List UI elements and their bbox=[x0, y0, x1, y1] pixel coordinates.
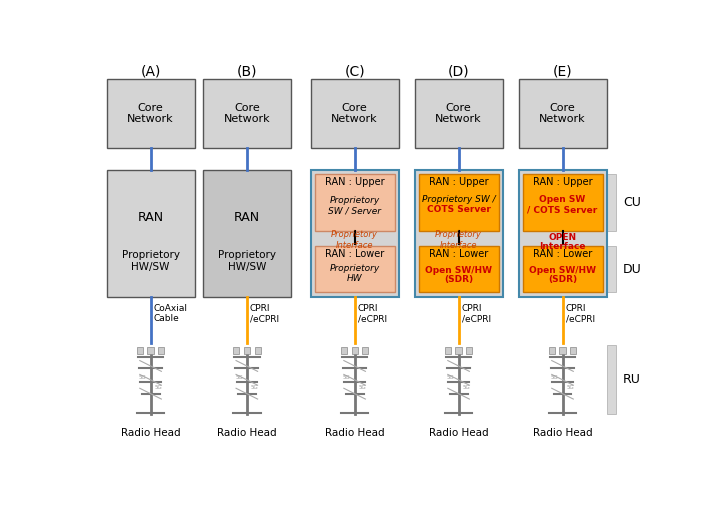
Bar bbox=[523, 174, 603, 231]
Bar bbox=[419, 246, 499, 292]
Text: CPRI
/eCPRI: CPRI /eCPRI bbox=[566, 304, 595, 323]
Text: 5G: 5G bbox=[235, 375, 243, 380]
Text: Radio Head: Radio Head bbox=[325, 428, 384, 438]
Bar bbox=[570, 347, 577, 354]
Text: Radio Head: Radio Head bbox=[121, 428, 181, 438]
Text: Radio Head: Radio Head bbox=[217, 428, 277, 438]
Bar bbox=[559, 347, 566, 354]
Bar bbox=[233, 347, 239, 354]
Bar bbox=[315, 246, 395, 292]
Text: Open SW/HW: Open SW/HW bbox=[529, 266, 596, 274]
Text: OPEN: OPEN bbox=[548, 233, 577, 242]
Text: 5G: 5G bbox=[139, 375, 147, 380]
Text: 5G: 5G bbox=[566, 385, 574, 390]
Text: RAN : Lower: RAN : Lower bbox=[429, 249, 488, 259]
Text: Radio Head: Radio Head bbox=[533, 428, 593, 438]
Text: 5G: 5G bbox=[250, 385, 258, 390]
Text: Proprietory
Interface: Proprietory Interface bbox=[435, 230, 482, 250]
Text: CPRI
/eCPRI: CPRI /eCPRI bbox=[357, 304, 387, 323]
Text: RAN: RAN bbox=[234, 211, 260, 225]
Text: / COTS Server: / COTS Server bbox=[527, 205, 598, 214]
Text: Core
Network: Core Network bbox=[539, 102, 586, 124]
Bar bbox=[255, 347, 261, 354]
Text: Core
Network: Core Network bbox=[435, 102, 482, 124]
Text: 5G: 5G bbox=[462, 385, 470, 390]
Bar bbox=[419, 174, 499, 231]
Bar bbox=[148, 347, 154, 354]
Bar bbox=[607, 174, 617, 231]
Bar bbox=[341, 347, 347, 354]
Text: RAN : Lower: RAN : Lower bbox=[533, 249, 592, 259]
Bar bbox=[415, 169, 503, 297]
Bar bbox=[549, 347, 555, 354]
Text: (D): (D) bbox=[448, 64, 470, 78]
Bar bbox=[107, 79, 195, 148]
Text: Proprietory SW /: Proprietory SW / bbox=[422, 195, 495, 204]
Text: (SDR): (SDR) bbox=[444, 274, 473, 284]
Text: 5G: 5G bbox=[154, 385, 162, 390]
Bar bbox=[363, 347, 368, 354]
Text: 5G: 5G bbox=[343, 375, 351, 380]
Bar bbox=[415, 79, 503, 148]
Text: RAN : Lower: RAN : Lower bbox=[325, 249, 384, 259]
Bar bbox=[315, 174, 395, 231]
Text: Proprietory
HW/SW: Proprietory HW/SW bbox=[122, 250, 180, 272]
Text: Proprietory
HW/SW: Proprietory HW/SW bbox=[218, 250, 276, 272]
Text: Interface: Interface bbox=[539, 242, 586, 250]
Bar bbox=[518, 79, 607, 148]
Text: CPRI
/eCPRI: CPRI /eCPRI bbox=[462, 304, 491, 323]
Text: 5G: 5G bbox=[551, 375, 558, 380]
Bar bbox=[518, 169, 607, 297]
Text: CU: CU bbox=[623, 196, 641, 209]
Bar bbox=[607, 345, 617, 415]
Bar bbox=[445, 347, 451, 354]
Text: 5G: 5G bbox=[358, 385, 366, 390]
Text: CPRI
/eCPRI: CPRI /eCPRI bbox=[250, 304, 279, 323]
Text: Proprietory
HW: Proprietory HW bbox=[330, 264, 380, 283]
Bar bbox=[607, 246, 617, 292]
Bar bbox=[203, 79, 291, 148]
Text: Open SW: Open SW bbox=[539, 195, 585, 204]
Text: Proprietory
Interface: Proprietory Interface bbox=[331, 230, 378, 250]
Text: COTS Server: COTS Server bbox=[427, 205, 491, 214]
Text: RAN : Upper: RAN : Upper bbox=[429, 177, 488, 187]
Text: 5G: 5G bbox=[447, 375, 455, 380]
Bar bbox=[203, 169, 291, 297]
Bar bbox=[107, 169, 195, 297]
Bar bbox=[137, 347, 143, 354]
Text: (E): (E) bbox=[553, 64, 572, 78]
Bar bbox=[158, 347, 165, 354]
Bar bbox=[466, 347, 472, 354]
Text: (A): (A) bbox=[141, 64, 161, 78]
Bar bbox=[352, 347, 357, 354]
Bar bbox=[456, 347, 462, 354]
Text: Radio Head: Radio Head bbox=[429, 428, 488, 438]
Text: RAN: RAN bbox=[138, 211, 164, 225]
Bar bbox=[311, 169, 399, 297]
Bar bbox=[244, 347, 250, 354]
Text: Open SW/HW: Open SW/HW bbox=[425, 266, 492, 274]
Bar bbox=[311, 79, 399, 148]
Text: (SDR): (SDR) bbox=[548, 274, 577, 284]
Text: Core
Network: Core Network bbox=[223, 102, 270, 124]
Text: (B): (B) bbox=[237, 64, 257, 78]
Text: Core
Network: Core Network bbox=[331, 102, 378, 124]
Text: (C): (C) bbox=[344, 64, 365, 78]
Text: RAN : Upper: RAN : Upper bbox=[325, 177, 384, 187]
Text: CoAxial
Cable: CoAxial Cable bbox=[154, 304, 188, 323]
Text: RU: RU bbox=[623, 373, 641, 386]
Text: Proprietory
SW / Server: Proprietory SW / Server bbox=[328, 196, 381, 215]
Text: DU: DU bbox=[622, 263, 641, 276]
Bar bbox=[523, 246, 603, 292]
Text: Core
Network: Core Network bbox=[127, 102, 174, 124]
Text: RAN : Upper: RAN : Upper bbox=[533, 177, 593, 187]
